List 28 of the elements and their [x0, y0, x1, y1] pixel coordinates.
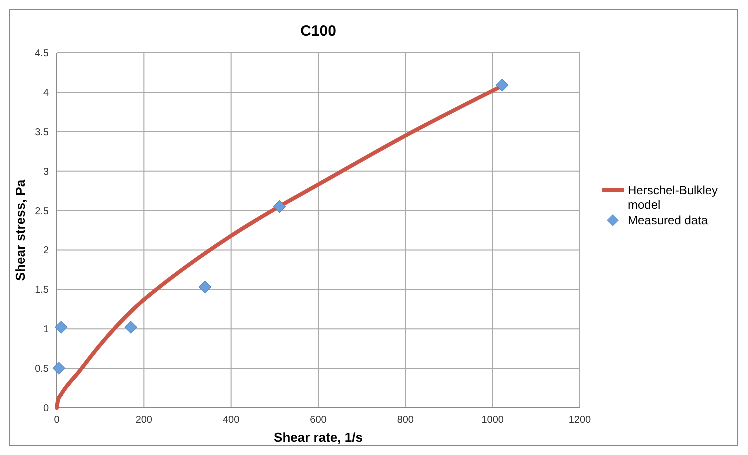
- point: [52, 362, 66, 375]
- x-tick-label: 200: [136, 415, 153, 426]
- point: [55, 321, 68, 334]
- y-tick-label: 0: [43, 404, 50, 414]
- chart-title: C100: [300, 23, 336, 40]
- point: [124, 321, 138, 334]
- legend-label: Measured data: [628, 214, 708, 228]
- x-tick-label: 0: [54, 415, 60, 426]
- x-tick-label: 1000: [482, 415, 504, 426]
- y-tick-label: 4.5: [35, 48, 50, 60]
- y-tick-label: 2.5: [35, 206, 50, 218]
- point: [273, 200, 286, 214]
- y-axis-title: Shear stress, Pa: [13, 179, 28, 282]
- x-tick-label: 600: [310, 415, 328, 426]
- x-tick-label: 800: [397, 415, 414, 426]
- x-axis-title: Shear rate, 1/s: [274, 430, 363, 445]
- point: [198, 281, 212, 294]
- x-tick-label: 1200: [568, 415, 592, 426]
- x-tick-label: 400: [222, 415, 240, 426]
- point: [496, 79, 509, 92]
- y-tick-label: 0.5: [35, 364, 50, 376]
- y-tick-label: 1: [43, 324, 50, 336]
- legend-label: Herschel-Bulkley model: [628, 184, 718, 212]
- y-tick-label: 2: [43, 246, 50, 257]
- y-tick-label: 1.5: [35, 285, 50, 296]
- y-tick-label: 4: [43, 88, 50, 99]
- y-tick-label: 3.5: [35, 127, 50, 138]
- y-tick-label: 3: [43, 166, 50, 178]
